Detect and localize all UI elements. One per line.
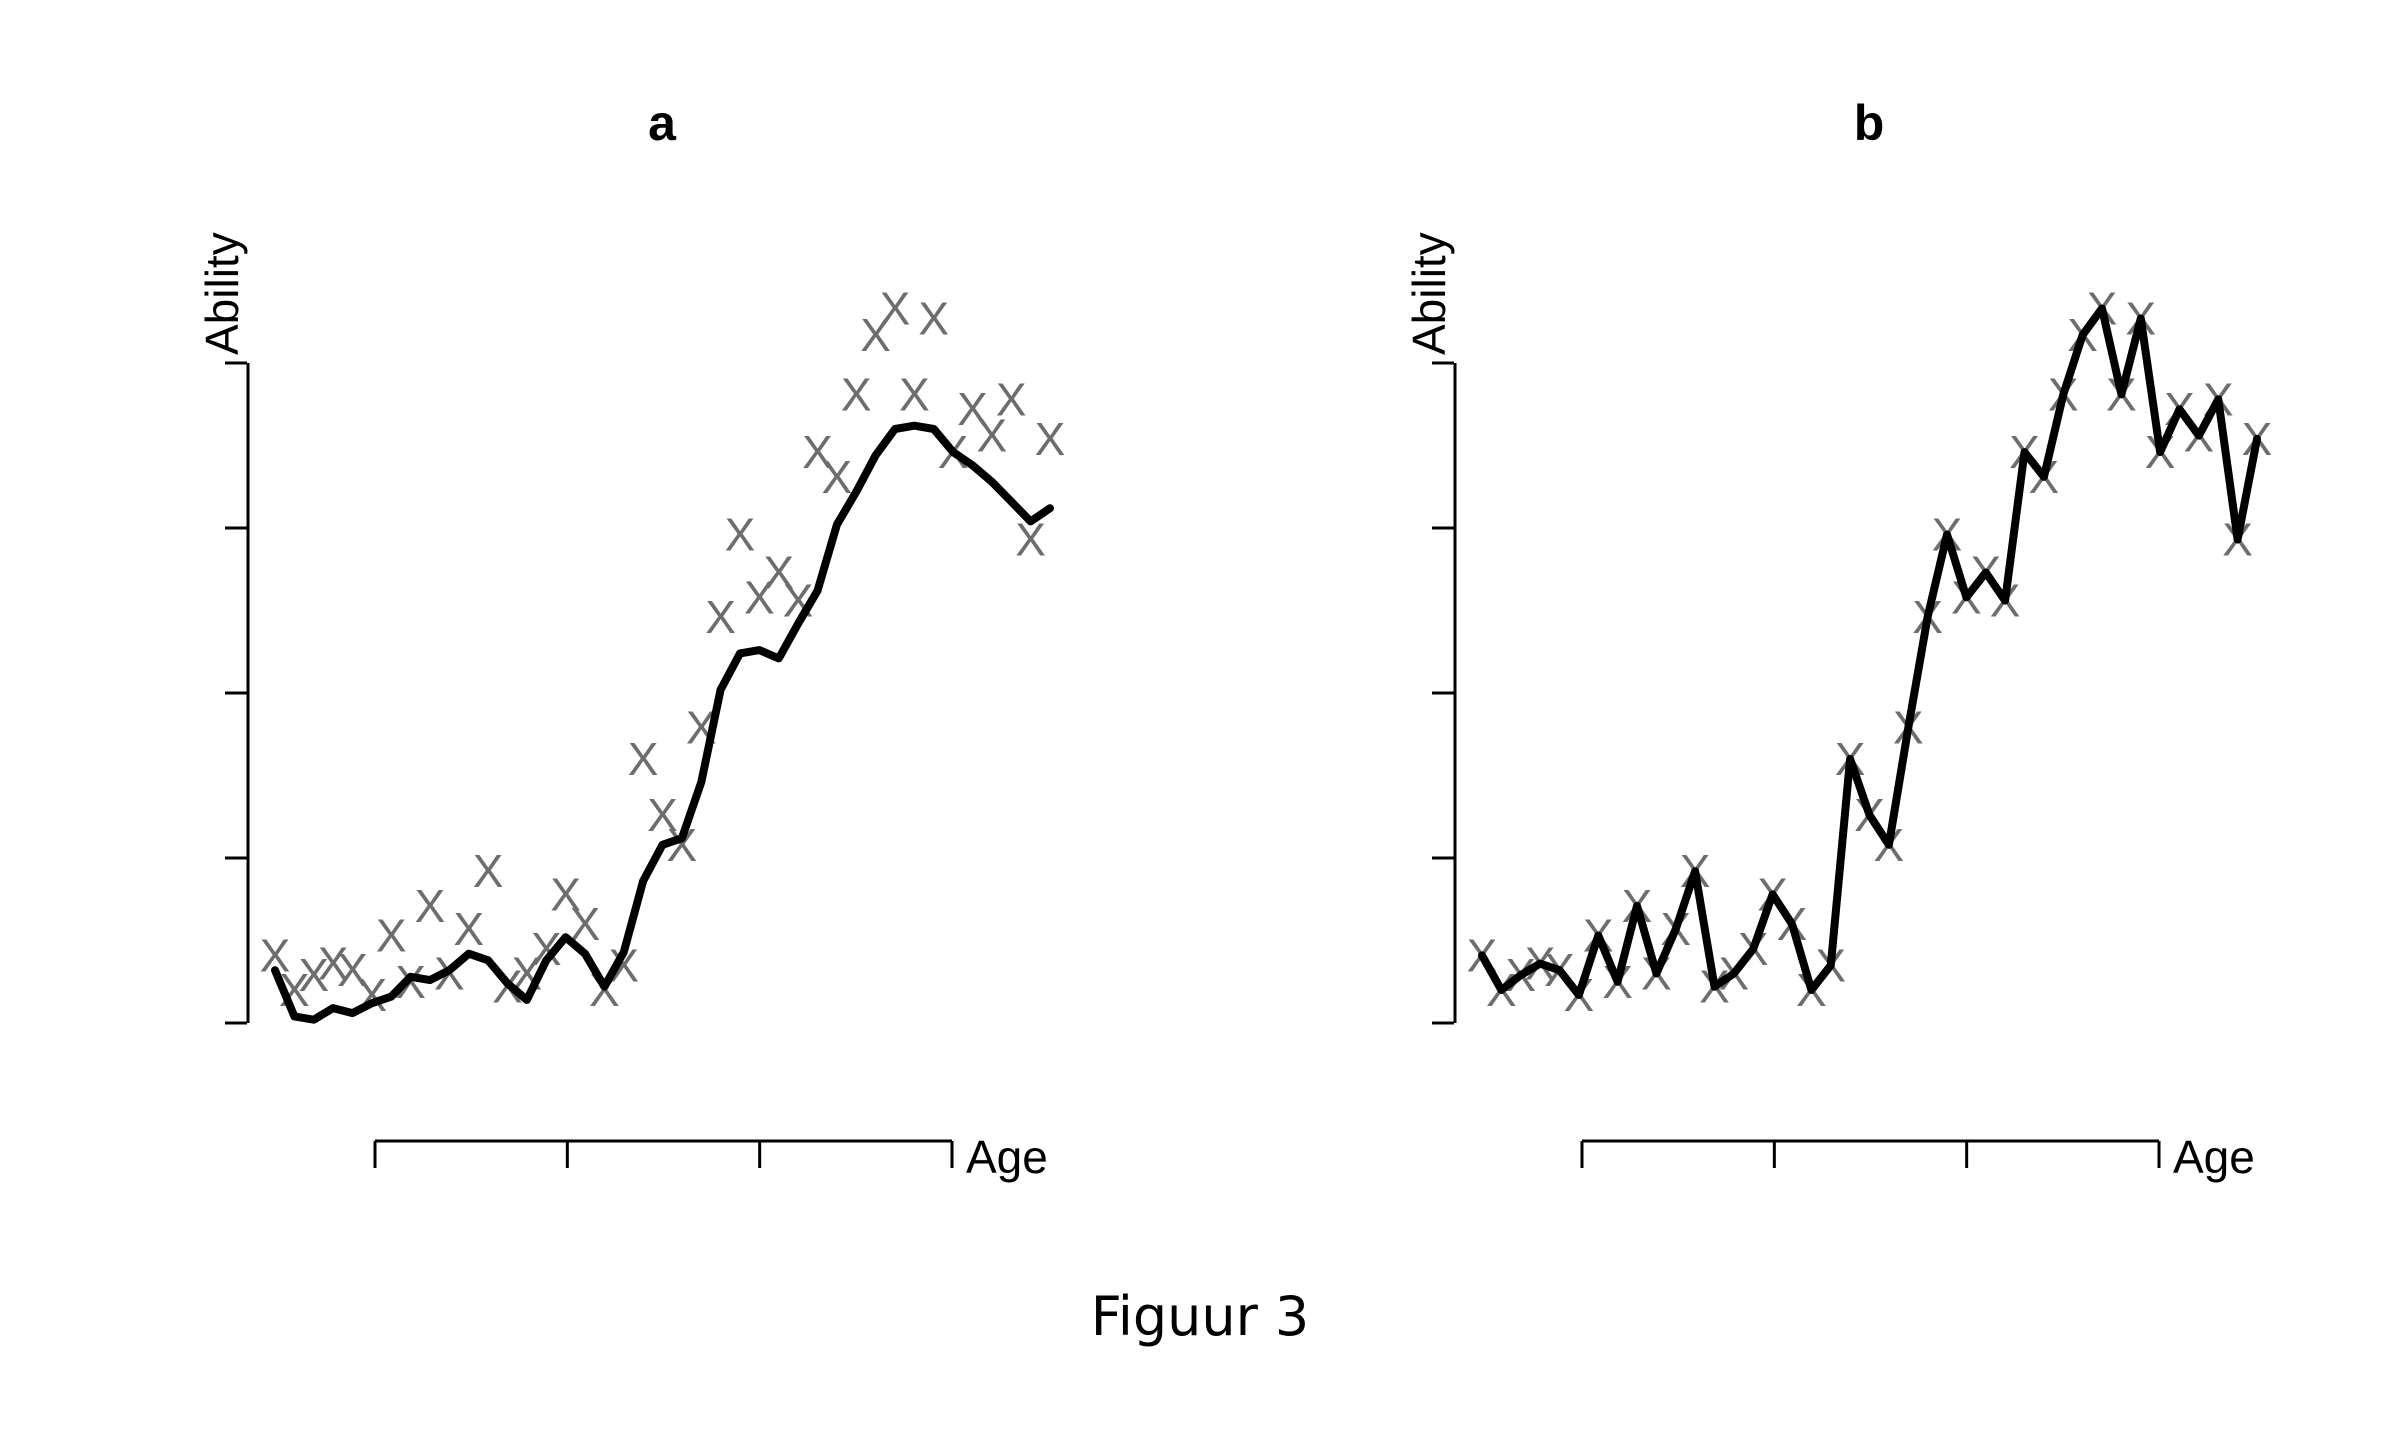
observed-point: X (473, 845, 504, 897)
observed-point: X (957, 383, 988, 435)
observed-point: X (822, 451, 853, 503)
observed-point: X (725, 509, 756, 561)
panel-b: bAbilityAgeXXXXXXXXXXXXXXXXXXXXXXXXXXXXX… (1403, 95, 2272, 1183)
observed-point: X (763, 547, 794, 599)
observed-point: X (647, 789, 678, 841)
panel-a: aAbilityAgeXXXXXXXXXXXXXXXXXXXXXXXXXXXXX… (196, 95, 1065, 1183)
figure-caption: Figuur 3 (1090, 1285, 1310, 1348)
chart-title: b (1854, 95, 1885, 151)
observed-point: X (550, 868, 581, 920)
observed-point: X (860, 309, 891, 361)
observed-point: X (318, 938, 349, 990)
observed-point: X (628, 733, 659, 785)
fitted-line (271, 421, 1054, 1024)
observed-point: X (977, 410, 1008, 462)
observed-point: X (841, 368, 872, 420)
x-axis-label: Age (966, 1131, 1048, 1183)
observed-point: X (376, 910, 407, 962)
observed-point: X (298, 949, 329, 1001)
observed-point: X (337, 944, 368, 996)
x-axis-label: Age (2173, 1131, 2255, 1183)
observed-point: X (880, 283, 911, 335)
observed-point: X (453, 903, 484, 955)
chart-title: a (648, 95, 677, 151)
fitted-line (1478, 304, 2261, 999)
observed-point: X (1035, 413, 1066, 465)
observed-point: X (705, 591, 736, 643)
observed-point: X (918, 292, 949, 344)
observed-point: X (996, 373, 1027, 425)
observed-point: X (415, 880, 446, 932)
y-axis-label: Ability (1403, 232, 1455, 355)
observed-point: X (899, 368, 930, 420)
observed-point: X (802, 426, 833, 478)
y-axis-label: Ability (196, 232, 248, 355)
observed-point: X (744, 571, 775, 623)
